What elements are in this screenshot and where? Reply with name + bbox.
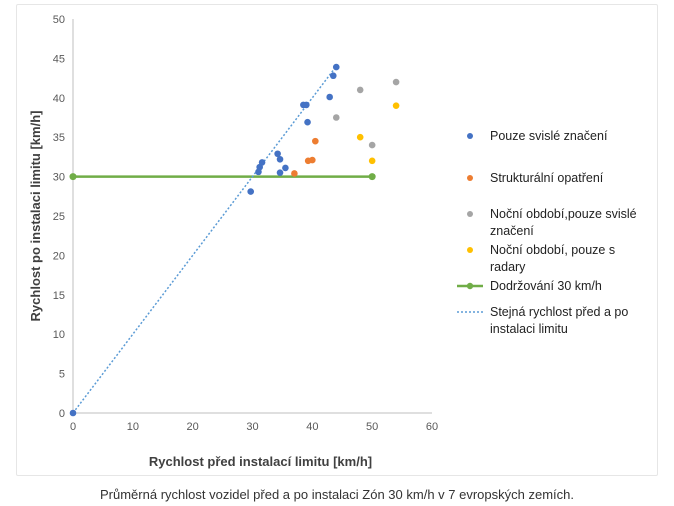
y-tick-label: 45 [53,53,65,65]
y-tick-label: 10 [53,329,65,341]
point-pouze-svisle [282,164,289,172]
point-pouze-svisle [274,150,281,158]
line-end-point [368,173,376,181]
x-tick-label: 30 [246,421,258,433]
legend-label: Dodržování 30 km/h [490,279,602,293]
y-tick-label: 50 [53,14,65,26]
x-tick-label: 60 [426,421,438,433]
point-nocni-svisle [392,78,400,86]
point-strukturalni [291,170,298,177]
y-tick-label: 25 [53,211,65,223]
x-axis-label: Rychlost před instalací limitu [km/h] [149,454,372,469]
point-pouze-svisle [304,118,311,126]
point-nocni-svisle [368,141,376,149]
point-pouze-svisle [69,409,77,417]
line-end-point [69,173,77,181]
x-tick-label: 40 [306,421,318,433]
y-axis-label: Rychlost po instalaci limitu [km/h] [28,111,43,322]
legend-label: Stejná rychlost před a po instalaci limi… [490,305,629,336]
point-nocni-svisle [332,114,340,121]
point-pouze-svisle [329,72,337,80]
chart-frame [16,4,658,476]
y-tick-label: 5 [59,369,65,381]
x-tick-label: 20 [187,421,199,433]
legend-label: Noční období, pouze s radary [490,243,616,274]
y-tick-label: 35 [53,132,65,144]
point-pouze-svisle [276,169,284,176]
y-tick-label: 40 [53,93,65,105]
y-tick-label: 30 [53,172,65,184]
legend-line-marker [457,282,483,290]
y-tick-label: 15 [53,290,65,302]
x-tick-label: 50 [366,421,378,433]
legend-marker [467,175,473,181]
point-pouze-svisle [276,155,284,163]
point-strukturalni [309,156,316,164]
legend-label: Pouze svislé značení [490,129,608,143]
point-pouze-svisle [247,188,255,195]
point-pouze-svisle [303,101,310,109]
x-tick-label: 0 [70,421,76,433]
y-tick-label: 20 [53,250,65,262]
point-nocni-radary [368,157,376,165]
legend-label: Noční období,pouze svislé značení [490,207,637,238]
legend-marker [467,133,473,139]
point-pouze-svisle [326,93,333,101]
point-pouze-svisle [332,63,340,71]
legend-marker [467,211,473,217]
point-pouze-svisle [258,159,266,166]
y-tick-label: 0 [59,408,65,420]
figure-caption: Průměrná rychlost vozidel před a po inst… [100,487,574,502]
legend-marker [467,247,473,253]
series-line-stejna-rychlost [72,65,337,414]
x-tick-label: 10 [127,421,139,433]
legend-dotted-marker [457,311,483,313]
point-nocni-radary [356,133,364,141]
point-nocni-svisle [356,86,364,94]
point-strukturalni [312,137,319,145]
legend-label: Strukturální opatření [490,171,604,185]
point-nocni-radary [392,102,400,109]
